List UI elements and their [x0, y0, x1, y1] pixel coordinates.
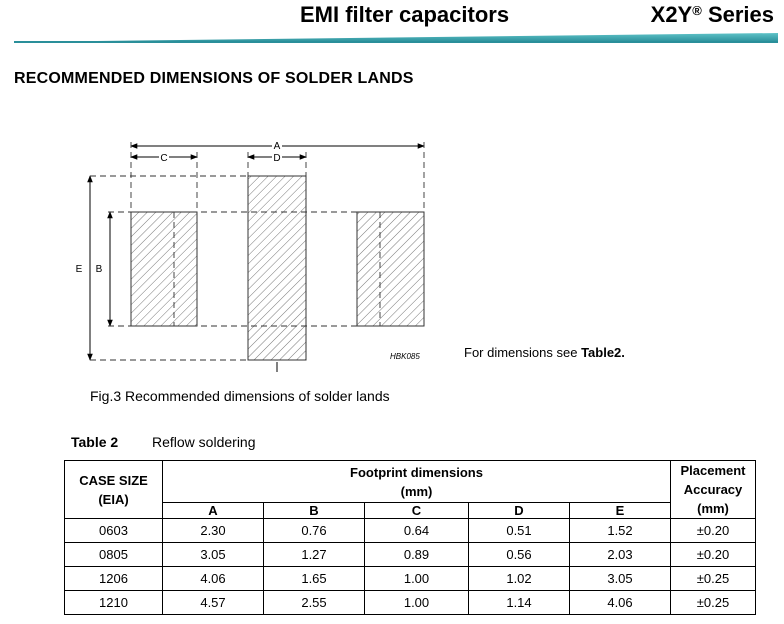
- cell-case-size: 1210: [64, 590, 163, 615]
- header-series: X2Y® Series: [651, 2, 774, 28]
- series-name: X2Y: [650, 2, 693, 27]
- table-label: Table 2: [71, 434, 119, 450]
- cell-placement: ±0.20: [670, 518, 756, 543]
- cell-b: 1.65: [263, 566, 365, 591]
- figure-caption: Fig.3 Recommended dimensions of solder l…: [90, 388, 390, 404]
- cell-b: 2.55: [263, 590, 365, 615]
- solder-pad-right: [356, 211, 425, 327]
- dim-label-b: B: [96, 264, 103, 275]
- header-accent-bar: [14, 33, 778, 42]
- dimensions-note: For dimensions see Table2.: [464, 345, 625, 360]
- cell-e: 2.03: [569, 542, 671, 567]
- cell-c: 0.89: [364, 542, 469, 567]
- cell-e: 3.05: [569, 566, 671, 591]
- cell-a: 3.05: [162, 542, 264, 567]
- header-col-a: A: [162, 502, 264, 519]
- note-table-ref: Table2.: [581, 345, 625, 360]
- section-title: RECOMMENDED DIMENSIONS OF SOLDER LANDS: [14, 70, 414, 87]
- solder-land-diagram: A C D E B HBK085: [76, 140, 425, 372]
- dimensions-table: CASE SIZE (EIA) Footprint dimensions (mm…: [64, 460, 756, 615]
- header-case-size: CASE SIZE (EIA): [64, 460, 163, 519]
- cell-d: 0.51: [468, 518, 570, 543]
- cell-a: 4.57: [162, 590, 264, 615]
- cell-b: 1.27: [263, 542, 365, 567]
- dim-label-c: C: [160, 153, 167, 164]
- table-row: 1210 4.57 2.55 1.00 1.14 4.06 ±0.25: [64, 590, 756, 615]
- header-divider: [14, 41, 778, 43]
- cell-b: 0.76: [263, 518, 365, 543]
- solder-pad-left: [130, 211, 198, 327]
- cell-d: 1.02: [468, 566, 570, 591]
- cell-case-size: 0603: [64, 518, 163, 543]
- cell-e: 1.52: [569, 518, 671, 543]
- table-row: 0603 2.30 0.76 0.64 0.51 1.52 ±0.20: [64, 518, 756, 543]
- header-placement: Placement Accuracy (mm): [670, 460, 756, 519]
- series-suffix: Series: [701, 2, 774, 27]
- header-col-e: E: [569, 502, 671, 519]
- cell-e: 4.06: [569, 590, 671, 615]
- cell-case-size: 0805: [64, 542, 163, 567]
- dim-label-d: D: [273, 153, 280, 164]
- header-col-c: C: [364, 502, 469, 519]
- cell-placement: ±0.25: [670, 590, 756, 615]
- header-footprint: Footprint dimensions (mm): [162, 460, 671, 503]
- note-prefix: For dimensions see: [464, 345, 582, 360]
- cell-case-size: 1206: [64, 566, 163, 591]
- table-row: 0805 3.05 1.27 0.89 0.56 2.03 ±0.20: [64, 542, 756, 567]
- table-subtitle: Reflow soldering: [152, 434, 256, 450]
- registered-mark: ®: [692, 3, 702, 18]
- cell-c: 0.64: [364, 518, 469, 543]
- drawing-code: HBK085: [390, 352, 420, 361]
- solder-pad-center: [247, 175, 307, 361]
- cell-c: 1.00: [364, 566, 469, 591]
- cell-a: 4.06: [162, 566, 264, 591]
- cell-placement: ±0.20: [670, 542, 756, 567]
- dim-label-e: E: [76, 264, 83, 275]
- dim-label-a: A: [274, 141, 281, 152]
- cell-a: 2.30: [162, 518, 264, 543]
- cell-d: 1.14: [468, 590, 570, 615]
- table-row: 1206 4.06 1.65 1.00 1.02 3.05 ±0.25: [64, 566, 756, 591]
- cell-c: 1.00: [364, 590, 469, 615]
- cell-placement: ±0.25: [670, 566, 756, 591]
- header-col-d: D: [468, 502, 570, 519]
- header-col-b: B: [263, 502, 365, 519]
- header-title: EMI filter capacitors: [300, 2, 510, 27]
- cell-d: 0.56: [468, 542, 570, 567]
